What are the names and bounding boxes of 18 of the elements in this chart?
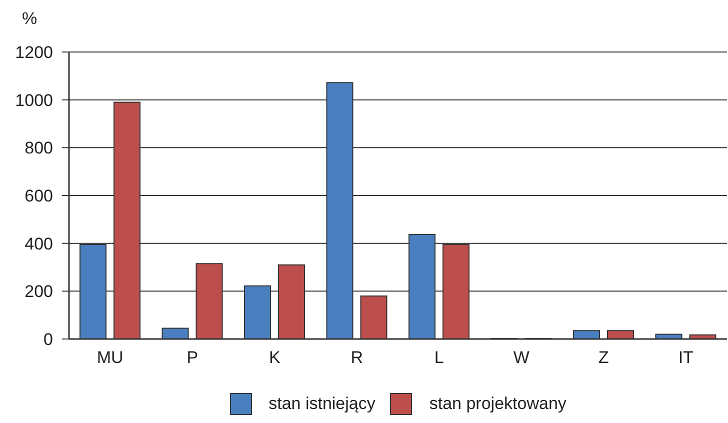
y-tick-label: 800 (24, 138, 53, 158)
y-axis-title: % (22, 9, 38, 29)
y-tick-label: 600 (24, 186, 53, 206)
x-tick-label: K (268, 348, 281, 368)
y-tick-label: 400 (24, 234, 53, 254)
x-tick-label: R (350, 348, 364, 368)
x-tick-label: P (186, 348, 198, 368)
y-tick-label: 0 (44, 330, 53, 350)
x-tick-label: IT (678, 348, 694, 368)
y-tick-label: 200 (24, 282, 53, 302)
legend-label: stan projektowany (429, 394, 566, 414)
y-tick-label: 1200 (15, 43, 53, 62)
x-tick-label: L (434, 348, 444, 368)
x-tick-label: MU (96, 348, 124, 368)
x-tick-label: Z (598, 348, 609, 368)
legend-label: stan istniejący (268, 394, 376, 414)
x-tick-label: W (513, 348, 530, 368)
y-tick-label: 1000 (15, 90, 53, 110)
